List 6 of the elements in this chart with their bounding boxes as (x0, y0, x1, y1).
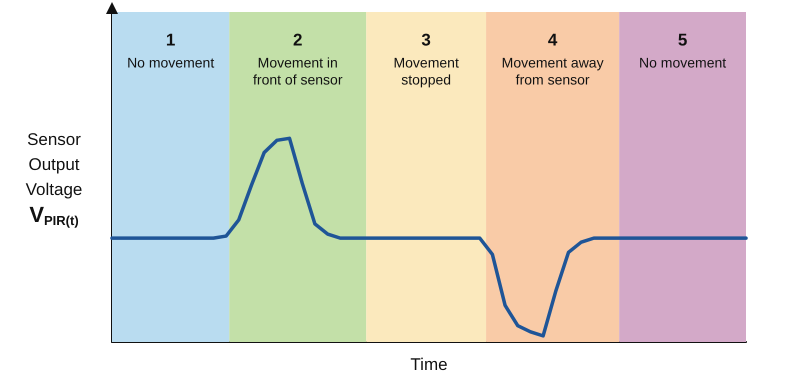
text: 2 Movement in front of sensor (253, 30, 343, 88)
text: 5 No movement (639, 30, 726, 70)
text: 4 Movement away from sensor (502, 30, 604, 88)
text: 3 Movement stopped (393, 30, 459, 88)
text: 1 No movement (127, 30, 214, 70)
x-axis-title: Time (410, 355, 448, 374)
